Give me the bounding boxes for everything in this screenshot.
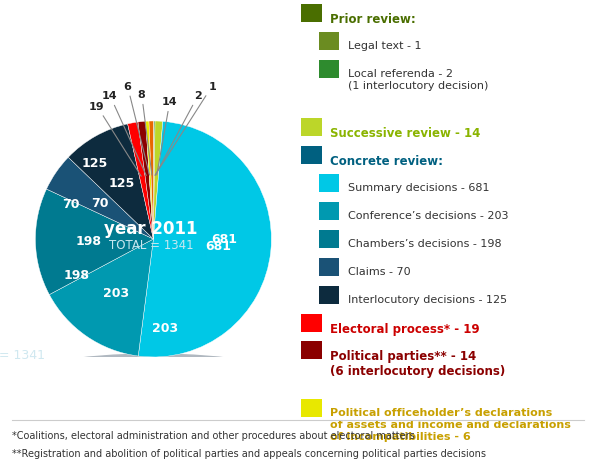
FancyBboxPatch shape [319, 258, 339, 276]
Wedge shape [127, 123, 153, 239]
Wedge shape [138, 122, 153, 239]
Wedge shape [153, 122, 155, 239]
Text: 681: 681 [205, 240, 231, 253]
FancyBboxPatch shape [319, 33, 339, 51]
Text: Legal text - 1: Legal text - 1 [348, 41, 422, 51]
FancyBboxPatch shape [319, 61, 339, 79]
FancyBboxPatch shape [301, 400, 322, 418]
Text: Summary decisions - 681: Summary decisions - 681 [348, 182, 490, 193]
Text: 125: 125 [81, 156, 107, 169]
Text: 70: 70 [91, 196, 109, 209]
Text: year 2011: year 2011 [0, 325, 51, 343]
Text: 19: 19 [89, 101, 141, 177]
Text: Chambers’s decisions - 198: Chambers’s decisions - 198 [348, 238, 502, 248]
Text: **Registration and abolition of political parties and appeals concerning politic: **Registration and abolition of politica… [12, 448, 486, 458]
FancyBboxPatch shape [319, 202, 339, 220]
Text: 203: 203 [103, 286, 130, 299]
FancyBboxPatch shape [301, 119, 322, 137]
Text: 198: 198 [64, 269, 90, 282]
FancyBboxPatch shape [301, 5, 322, 23]
Text: Conference’s decisions - 203: Conference’s decisions - 203 [348, 210, 509, 220]
Text: Prior review:: Prior review: [330, 13, 416, 26]
Text: 2: 2 [155, 91, 202, 176]
FancyBboxPatch shape [301, 147, 322, 164]
Text: year 2011: year 2011 [104, 220, 198, 238]
Text: Political parties** - 14
(6 interlocutory decisions): Political parties** - 14 (6 interlocutor… [330, 350, 506, 378]
Ellipse shape [15, 354, 291, 406]
Text: 681: 681 [211, 233, 237, 246]
Text: TOTAL = 1341: TOTAL = 1341 [0, 348, 45, 361]
Text: 1: 1 [155, 81, 217, 176]
Text: 70: 70 [62, 198, 80, 211]
Text: Successive review - 14: Successive review - 14 [330, 127, 481, 140]
Wedge shape [138, 122, 271, 357]
Text: 125: 125 [109, 176, 135, 189]
Text: 203: 203 [152, 321, 178, 334]
Wedge shape [50, 239, 153, 356]
Wedge shape [68, 125, 153, 239]
Wedge shape [47, 158, 153, 239]
FancyBboxPatch shape [319, 230, 339, 248]
Text: Political officeholder’s declarations
of assets and income and declarations
of i: Political officeholder’s declarations of… [330, 407, 571, 441]
Text: 14: 14 [157, 97, 178, 175]
Text: 14: 14 [102, 91, 146, 176]
FancyBboxPatch shape [319, 286, 339, 304]
Text: 6: 6 [123, 81, 150, 175]
Wedge shape [153, 122, 163, 239]
Text: TOTAL = 1341: TOTAL = 1341 [109, 239, 194, 252]
Text: Interlocutory decisions - 125: Interlocutory decisions - 125 [348, 294, 507, 304]
Text: 8: 8 [137, 90, 152, 175]
Text: Local referenda - 2
(1 interlocutory decision): Local referenda - 2 (1 interlocutory dec… [348, 69, 489, 91]
FancyBboxPatch shape [301, 342, 322, 360]
Text: Concrete review:: Concrete review: [330, 155, 444, 168]
FancyBboxPatch shape [319, 175, 339, 193]
Wedge shape [149, 122, 153, 239]
Text: 198: 198 [76, 235, 101, 248]
Text: *Coalitions, electoral administration and other procedures about electoral matte: *Coalitions, electoral administration an… [12, 430, 415, 440]
Wedge shape [146, 122, 153, 239]
FancyBboxPatch shape [301, 314, 322, 332]
Text: Electoral process* - 19: Electoral process* - 19 [330, 322, 480, 335]
Wedge shape [35, 190, 153, 295]
Text: Claims - 70: Claims - 70 [348, 266, 411, 276]
